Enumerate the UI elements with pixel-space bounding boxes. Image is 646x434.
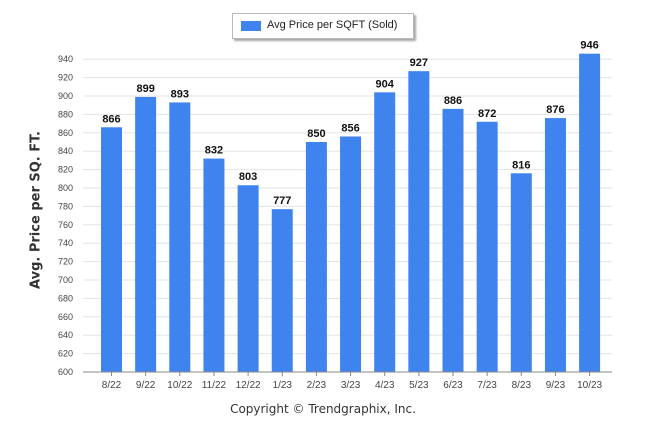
bar-series [101, 53, 601, 373]
x-tick-label: 8/22 [102, 380, 122, 391]
x-tick-label: 10/22 [167, 380, 192, 391]
bar [408, 71, 430, 372]
data-label: 777 [273, 195, 291, 207]
x-tick-label: 4/23 [375, 380, 395, 391]
data-label: 876 [546, 104, 564, 116]
y-tick-label: 700 [58, 275, 73, 285]
bar [442, 108, 464, 372]
y-axis-title: Avg. Price per SQ. FT. [28, 131, 44, 289]
y-tick-label: 840 [58, 146, 73, 156]
bar [510, 173, 532, 372]
bar [237, 185, 259, 372]
data-label: 899 [136, 83, 154, 95]
y-tick-label: 940 [58, 54, 73, 64]
y-tick-label: 600 [58, 367, 73, 377]
y-tick-label: 860 [58, 128, 73, 138]
bar [476, 121, 498, 372]
data-label: 832 [205, 145, 223, 157]
bar [305, 142, 327, 372]
x-tick-label: 9/22 [136, 380, 156, 391]
x-tick-label: 8/23 [512, 380, 532, 391]
y-tick-label: 800 [58, 183, 73, 193]
bar [579, 53, 601, 373]
y-tick-label: 680 [58, 293, 73, 303]
y-tick-label: 880 [58, 109, 73, 119]
x-tick-label: 2/23 [307, 380, 327, 391]
x-tick-label: 9/23 [546, 380, 566, 391]
data-label: 856 [341, 122, 359, 134]
bar [374, 92, 396, 372]
y-tick-label: 740 [58, 238, 73, 248]
x-tick-label: 3/23 [341, 380, 361, 391]
y-tick-label: 760 [58, 220, 73, 230]
x-tick-label: 1/23 [273, 380, 293, 391]
data-label: 886 [444, 95, 462, 107]
data-label: 946 [580, 40, 598, 52]
data-labels: 866 899 893 832 803 777 850 856 904 927 886 872 816 8… [102, 40, 598, 207]
y-tick-label: 620 [58, 349, 73, 359]
bar [271, 209, 293, 372]
legend: Avg Price per SQFT (Sold) [232, 13, 414, 39]
bar [340, 136, 362, 372]
legend-swatch [241, 21, 261, 31]
bar [169, 102, 191, 372]
bar [203, 158, 225, 372]
bar [101, 127, 122, 372]
y-tick-label: 720 [58, 257, 73, 267]
y-tick-label: 820 [58, 165, 73, 175]
y-axis-title-container: Avg. Price per SQ. FT. [6, 120, 66, 300]
x-tick-label: 11/22 [202, 380, 227, 391]
y-tick-label: 660 [58, 312, 73, 322]
x-tick-label: 10/23 [577, 380, 602, 391]
x-tick-label: 7/23 [477, 380, 497, 391]
data-label: 904 [376, 78, 395, 90]
data-label: 850 [307, 128, 325, 140]
data-label: 927 [410, 57, 428, 69]
x-axis-ticks: 8/22 9/22 10/22 11/22 12/22 1/23 2/23 3/23 4/23 5… [102, 372, 603, 391]
data-label: 893 [171, 88, 189, 100]
y-tick-label: 640 [58, 330, 73, 340]
bar [544, 118, 566, 372]
bar [135, 96, 157, 373]
data-label: 866 [102, 113, 120, 125]
x-tick-label: 6/23 [443, 380, 463, 391]
data-label: 816 [512, 159, 530, 171]
legend-label: Avg Price per SQFT (Sold) [267, 19, 398, 31]
data-label: 872 [478, 108, 496, 120]
y-tick-label: 920 [58, 73, 73, 83]
y-tick-label: 900 [58, 91, 73, 101]
x-tick-label: 12/22 [236, 380, 261, 391]
y-tick-label: 780 [58, 201, 73, 211]
x-tick-label: 5/23 [409, 380, 429, 391]
y-axis-ticks: 600 620 640 660 680 700 720 740 760 780 800 820 840 8… [58, 54, 73, 377]
copyright-footer: Copyright © Trendgraphix, Inc. [230, 402, 416, 416]
data-label: 803 [239, 171, 257, 183]
